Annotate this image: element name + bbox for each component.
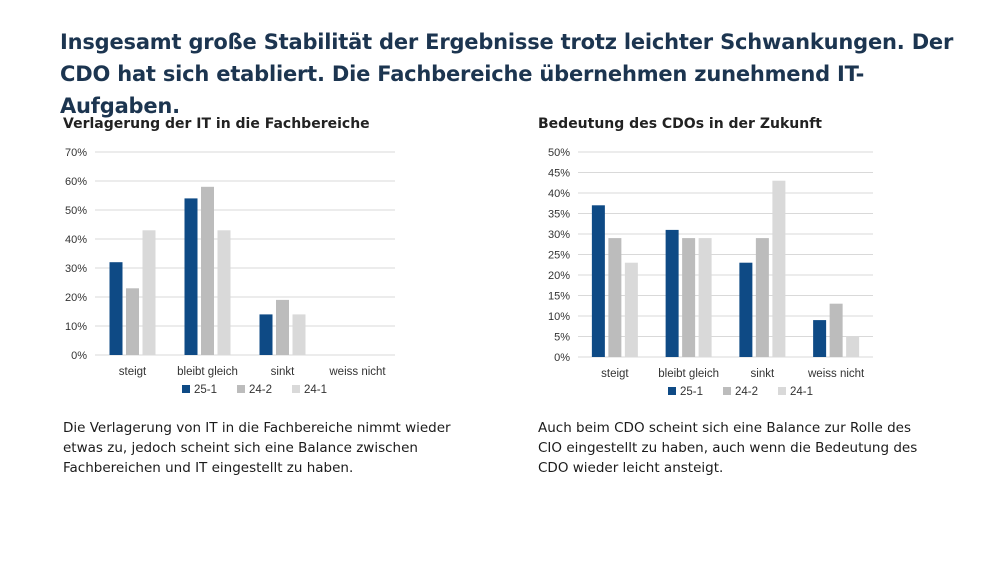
bar-24-1-1 — [217, 230, 231, 355]
legend-swatch-24-2 — [723, 387, 731, 395]
x-category-label: bleibt gleich — [177, 366, 238, 378]
bar-25-1-1 — [184, 198, 198, 355]
bar-chart-it-shift: 0% 10% 20% 30% 40% 50% 60% 70% steigt bleibt glei… — [65, 147, 395, 396]
bar-24-2-3 — [829, 303, 843, 357]
bar-25-1-2 — [739, 262, 753, 357]
bar-24-1-2 — [292, 314, 306, 355]
x-category-label: steigt — [119, 366, 147, 378]
y-tick-label: 45% — [548, 168, 570, 180]
y-tick-label: 10% — [65, 321, 87, 333]
chart-title-it-shift: Verlagerung der IT in die Fachbereiche — [63, 116, 370, 132]
y-tick-label: 20% — [548, 270, 570, 282]
y-tick-label: 0% — [71, 350, 87, 362]
bar-24-2-1 — [201, 186, 214, 355]
legend-swatch-24-2 — [237, 385, 245, 393]
caption-it-shift: Die Verlagerung von IT in die Fachbereic… — [63, 420, 451, 476]
y-tick-label: 0% — [554, 352, 570, 364]
y-tick-label: 40% — [548, 188, 570, 200]
legend-swatch-24-1 — [292, 385, 300, 393]
y-tick-label: 10% — [548, 311, 570, 323]
legend-label-24-1: 24-1 — [304, 384, 327, 396]
legend-label-25-1: 25-1 — [194, 384, 217, 396]
bar-24-2-2 — [276, 299, 289, 355]
y-tick-label: 60% — [65, 176, 87, 188]
bar-24-2-1 — [682, 238, 696, 357]
legend-label-24-2: 24-2 — [249, 384, 272, 396]
y-tick-label: 30% — [548, 229, 570, 241]
y-tick-label: 15% — [548, 291, 570, 303]
y-tick-label: 50% — [65, 205, 87, 217]
bar-24-1-0 — [142, 230, 156, 355]
bar-25-1-0 — [109, 262, 123, 355]
legend-swatch-24-1 — [778, 387, 786, 395]
bar-25-1-2 — [259, 314, 273, 355]
x-category-label: sinkt — [271, 366, 295, 378]
bar-24-1-3 — [846, 336, 860, 357]
x-category-label: steigt — [601, 368, 629, 380]
bar-24-2-0 — [608, 238, 622, 357]
x-category-label: bleibt gleich — [658, 368, 719, 380]
bar-24-2-0 — [126, 288, 139, 355]
x-category-label: weiss nicht — [328, 366, 386, 378]
y-tick-label: 70% — [65, 147, 87, 159]
bar-24-1-1 — [698, 238, 712, 357]
legend-label-24-1: 24-1 — [790, 386, 813, 398]
bar-chart-cdo: 0% 5% 10% 15% 20% 25% 30% 35% 40% 45% 50% steigt ble… — [548, 147, 873, 398]
y-tick-label: 20% — [65, 292, 87, 304]
bar-24-1-2 — [772, 180, 786, 357]
chart-title-cdo: Bedeutung des CDOs in der Zukunft — [538, 116, 822, 132]
bar-25-1-0 — [591, 205, 605, 357]
bar-25-1-1 — [665, 229, 679, 357]
legend-swatch-25-1 — [668, 387, 676, 395]
bar-24-1-0 — [624, 262, 638, 357]
x-category-label: weiss nicht — [807, 368, 865, 380]
y-tick-label: 25% — [548, 250, 570, 262]
page-headline: Insgesamt große Stabilität der Ergebniss… — [60, 30, 954, 118]
legend-label-25-1: 25-1 — [680, 386, 703, 398]
y-tick-label: 30% — [65, 263, 87, 275]
caption-cdo: Auch beim CDO scheint sich eine Balance … — [538, 420, 918, 476]
y-tick-label: 40% — [65, 234, 87, 246]
y-tick-label: 35% — [548, 209, 570, 221]
legend-label-24-2: 24-2 — [735, 386, 758, 398]
x-category-label: sinkt — [751, 368, 775, 380]
bar-25-1-3 — [813, 320, 827, 357]
legend-swatch-25-1 — [182, 385, 190, 393]
y-tick-label: 50% — [548, 147, 570, 159]
bar-24-2-2 — [755, 238, 769, 357]
y-tick-label: 5% — [554, 332, 570, 344]
